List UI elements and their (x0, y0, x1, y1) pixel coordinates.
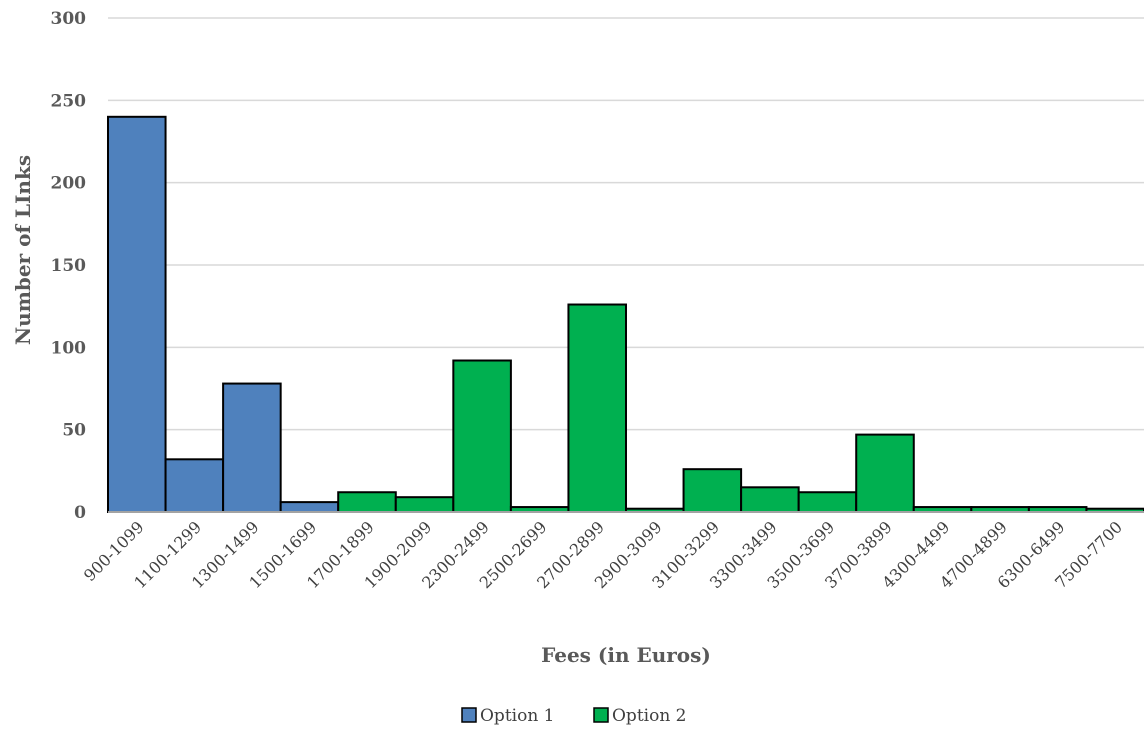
legend-label: Option 1 (480, 706, 555, 726)
y-tick-label: 250 (51, 91, 87, 111)
bar-1500-1699 (279, 501, 340, 513)
bar-1900-2099 (394, 496, 455, 513)
y-tick-label: 50 (62, 421, 86, 441)
x-axis-title: Fees (in Euros) (541, 643, 711, 667)
bars (107, 115, 1144, 514)
bar-900-1099 (107, 115, 167, 514)
bar-3700-3899 (855, 433, 915, 513)
legend-swatch (593, 707, 609, 723)
y-axis-ticks: 0 50 100 150 200 250 300 (51, 9, 87, 523)
legend-item-2: Option 2 (593, 706, 687, 726)
bar-3300-3499 (740, 486, 800, 513)
legend-swatch (461, 707, 477, 723)
y-tick-label: 0 (74, 503, 86, 523)
bar-1300-1499 (222, 382, 282, 513)
bar-1700-1899 (337, 491, 397, 513)
bar-2300-2499 (452, 359, 512, 513)
bar-3500-3699 (797, 491, 858, 513)
y-tick-label: 150 (51, 256, 87, 276)
y-tick-label: 100 (51, 338, 87, 358)
bar-1100-1299 (164, 458, 225, 514)
legend: Option 1 Option 2 (461, 706, 687, 726)
bar-3100-3299 (682, 468, 743, 514)
x-axis-ticks: 900-10991100-12991300-14991500-16991700-… (80, 517, 1126, 592)
legend-item-1: Option 1 (461, 706, 555, 726)
y-tick-label: 200 (51, 174, 87, 194)
y-tick-label: 300 (51, 9, 87, 29)
gridlines (108, 17, 1144, 431)
bar-2700-2899 (567, 303, 628, 513)
legend-label: Option 2 (612, 706, 687, 726)
y-axis-title: Number of LInks (11, 155, 35, 345)
